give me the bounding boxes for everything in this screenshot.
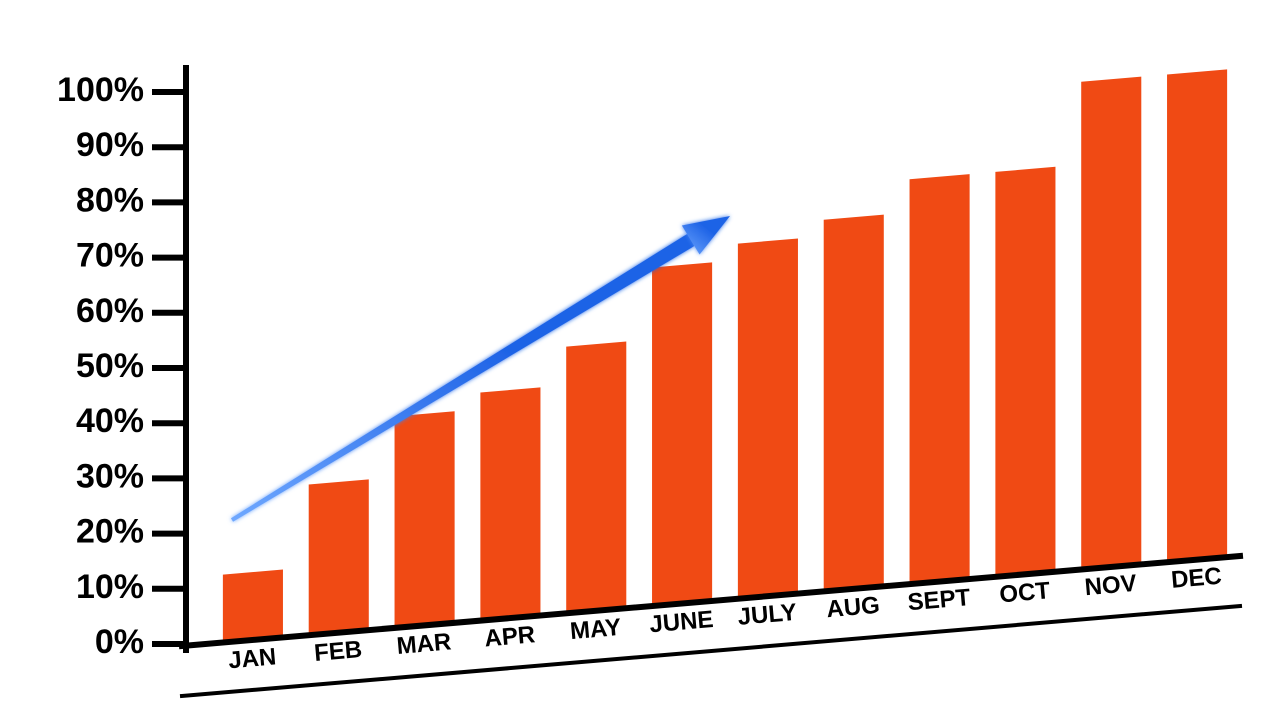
y-tick-label: 20% xyxy=(76,513,144,551)
x-tick-label: JUNE xyxy=(648,606,714,638)
y-tick-label: 90% xyxy=(76,126,144,164)
bar xyxy=(910,174,970,582)
x-tick-label: MAR xyxy=(396,628,453,660)
x-tick-label: JAN xyxy=(227,643,277,674)
bar xyxy=(566,341,626,611)
bar xyxy=(1081,77,1141,568)
bar xyxy=(309,479,369,633)
bar xyxy=(652,262,712,604)
bar xyxy=(995,167,1055,575)
y-tick-label: 50% xyxy=(76,347,144,385)
bar xyxy=(1167,69,1227,560)
y-tick-label: 0% xyxy=(95,623,144,661)
bar xyxy=(480,387,540,618)
x-tick-label: OCT xyxy=(998,577,1051,608)
y-tick-label: 30% xyxy=(76,457,144,495)
x-tick-label: DEC xyxy=(1170,563,1223,594)
y-tick-label: 100% xyxy=(57,71,144,109)
x-tick-label: MAY xyxy=(569,614,622,645)
bar xyxy=(395,411,455,626)
y-axis: 0% 10% 20% 30% 40% 50% 60% 70% 80% 90% 100% xyxy=(57,68,186,661)
y-tick-label: 80% xyxy=(76,181,144,219)
y-tick-label: 10% xyxy=(76,568,144,606)
monthly-bar-chart: 0% 10% 20% 30% 40% 50% 60% 70% 80% 90% 100% JAN FEB… xyxy=(0,0,1280,720)
x-tick-label: JULY xyxy=(737,599,798,631)
x-tick-label: SEPT xyxy=(907,584,972,616)
x-tick-label: FEB xyxy=(313,636,363,667)
bar xyxy=(824,215,884,590)
bar xyxy=(223,569,283,640)
bar xyxy=(738,238,798,596)
x-tick-label: APR xyxy=(483,621,536,652)
bars-group xyxy=(223,69,1227,641)
x-tick-label: NOV xyxy=(1084,570,1138,601)
x-tick-label: AUG xyxy=(825,592,880,623)
y-tick-label: 60% xyxy=(76,292,144,330)
y-tick-label: 40% xyxy=(76,402,144,440)
y-tick-label: 70% xyxy=(76,237,144,275)
